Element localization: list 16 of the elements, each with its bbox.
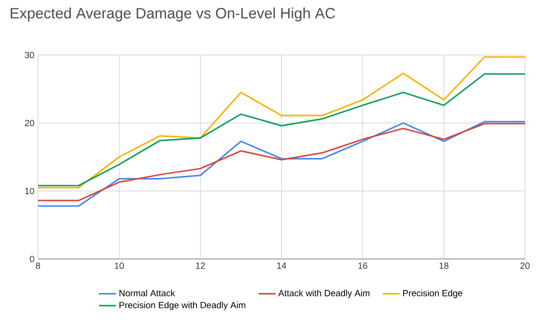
legend-label: Precision Edge with Deadly Aim	[120, 302, 246, 310]
y-tick-label: 10	[25, 188, 34, 194]
x-tick-label: 10	[114, 262, 124, 269]
x-tick-label: 18	[440, 262, 448, 269]
x-tick-label: 16	[358, 262, 368, 269]
x-tick-label: 12	[196, 262, 205, 269]
x-tick-label: 20	[520, 262, 530, 269]
y-tick-label: 0	[30, 256, 34, 262]
y-tick-label: 20	[24, 120, 34, 126]
legend-label: Normal Attack	[120, 290, 176, 296]
legend-label: Precision Edge	[403, 290, 462, 298]
x-tick-label: 14	[277, 262, 286, 269]
y-tick-label: 30	[24, 52, 34, 58]
legend-label: Attack with Deadly Aim	[278, 290, 370, 298]
x-tick-label: 8	[36, 262, 40, 269]
chart-title: Expected Average Damage vs On-Level High AC	[10, 8, 336, 22]
